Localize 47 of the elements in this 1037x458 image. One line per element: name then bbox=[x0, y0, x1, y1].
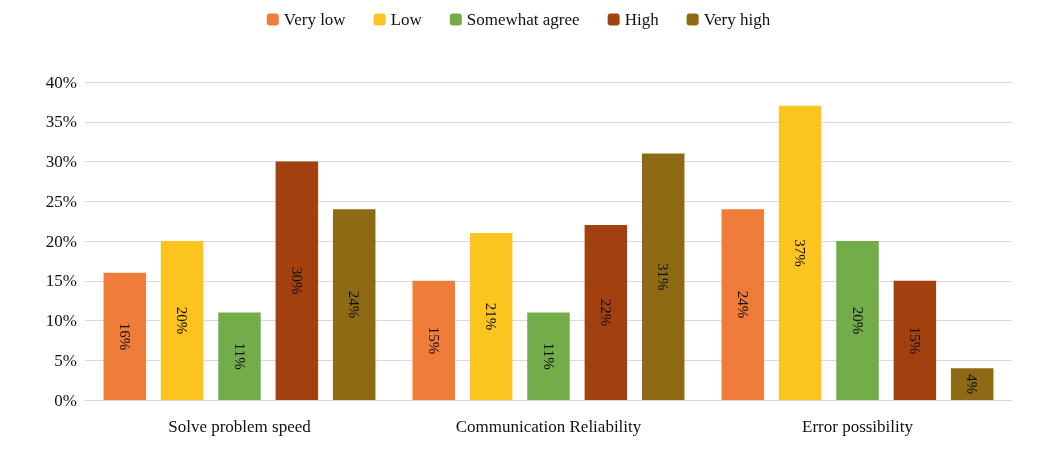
bar bbox=[893, 280, 937, 400]
bar bbox=[469, 233, 513, 400]
bar bbox=[836, 241, 879, 400]
y-tick-label: 30% bbox=[45, 152, 77, 171]
legend-label: Very high bbox=[703, 10, 771, 29]
bar bbox=[584, 225, 628, 400]
y-tick-label: 0% bbox=[54, 390, 77, 410]
bar bbox=[275, 161, 319, 400]
bar bbox=[950, 368, 994, 400]
data-label: 15% bbox=[906, 326, 923, 355]
data-label: 11% bbox=[231, 342, 248, 370]
y-tick-label: 15% bbox=[45, 271, 77, 291]
bar bbox=[160, 241, 204, 400]
legend-label: Very low bbox=[283, 10, 347, 29]
data-label: 24% bbox=[734, 290, 751, 319]
y-tick-label: 5% bbox=[54, 350, 77, 370]
data-label: 37% bbox=[792, 239, 809, 267]
bar bbox=[641, 153, 685, 400]
bar bbox=[218, 312, 261, 400]
data-label: 4% bbox=[964, 374, 981, 395]
x-tick-label: Error possibility bbox=[802, 417, 914, 436]
y-tick-label: 40% bbox=[45, 72, 77, 92]
y-tick-label: 20% bbox=[45, 231, 77, 251]
bar bbox=[332, 209, 376, 400]
y-tick-label: 35% bbox=[45, 112, 77, 132]
data-label: 31% bbox=[655, 263, 672, 291]
legend-label: High bbox=[624, 10, 660, 29]
data-label: 21% bbox=[483, 302, 500, 331]
data-label: 30% bbox=[288, 267, 305, 295]
data-label: 20% bbox=[174, 306, 191, 335]
legend-label: Somewhat agree bbox=[466, 10, 580, 29]
bar bbox=[721, 209, 765, 400]
bar bbox=[778, 105, 822, 400]
legend-label: Low bbox=[390, 10, 423, 29]
x-tick-label: Solve problem speed bbox=[168, 417, 312, 436]
bar bbox=[527, 312, 570, 400]
x-tick-label: Communication Reliability bbox=[455, 417, 642, 436]
data-label: 22% bbox=[597, 298, 614, 327]
data-label: 15% bbox=[425, 326, 442, 355]
data-label: 24% bbox=[346, 290, 363, 319]
bar bbox=[412, 280, 456, 400]
data-label: 16% bbox=[116, 322, 133, 351]
y-tick-label: 25% bbox=[45, 191, 77, 211]
bar bbox=[103, 272, 147, 400]
data-label: 20% bbox=[849, 306, 866, 335]
data-label: 11% bbox=[540, 342, 557, 370]
y-tick-label: 10% bbox=[45, 311, 77, 330]
